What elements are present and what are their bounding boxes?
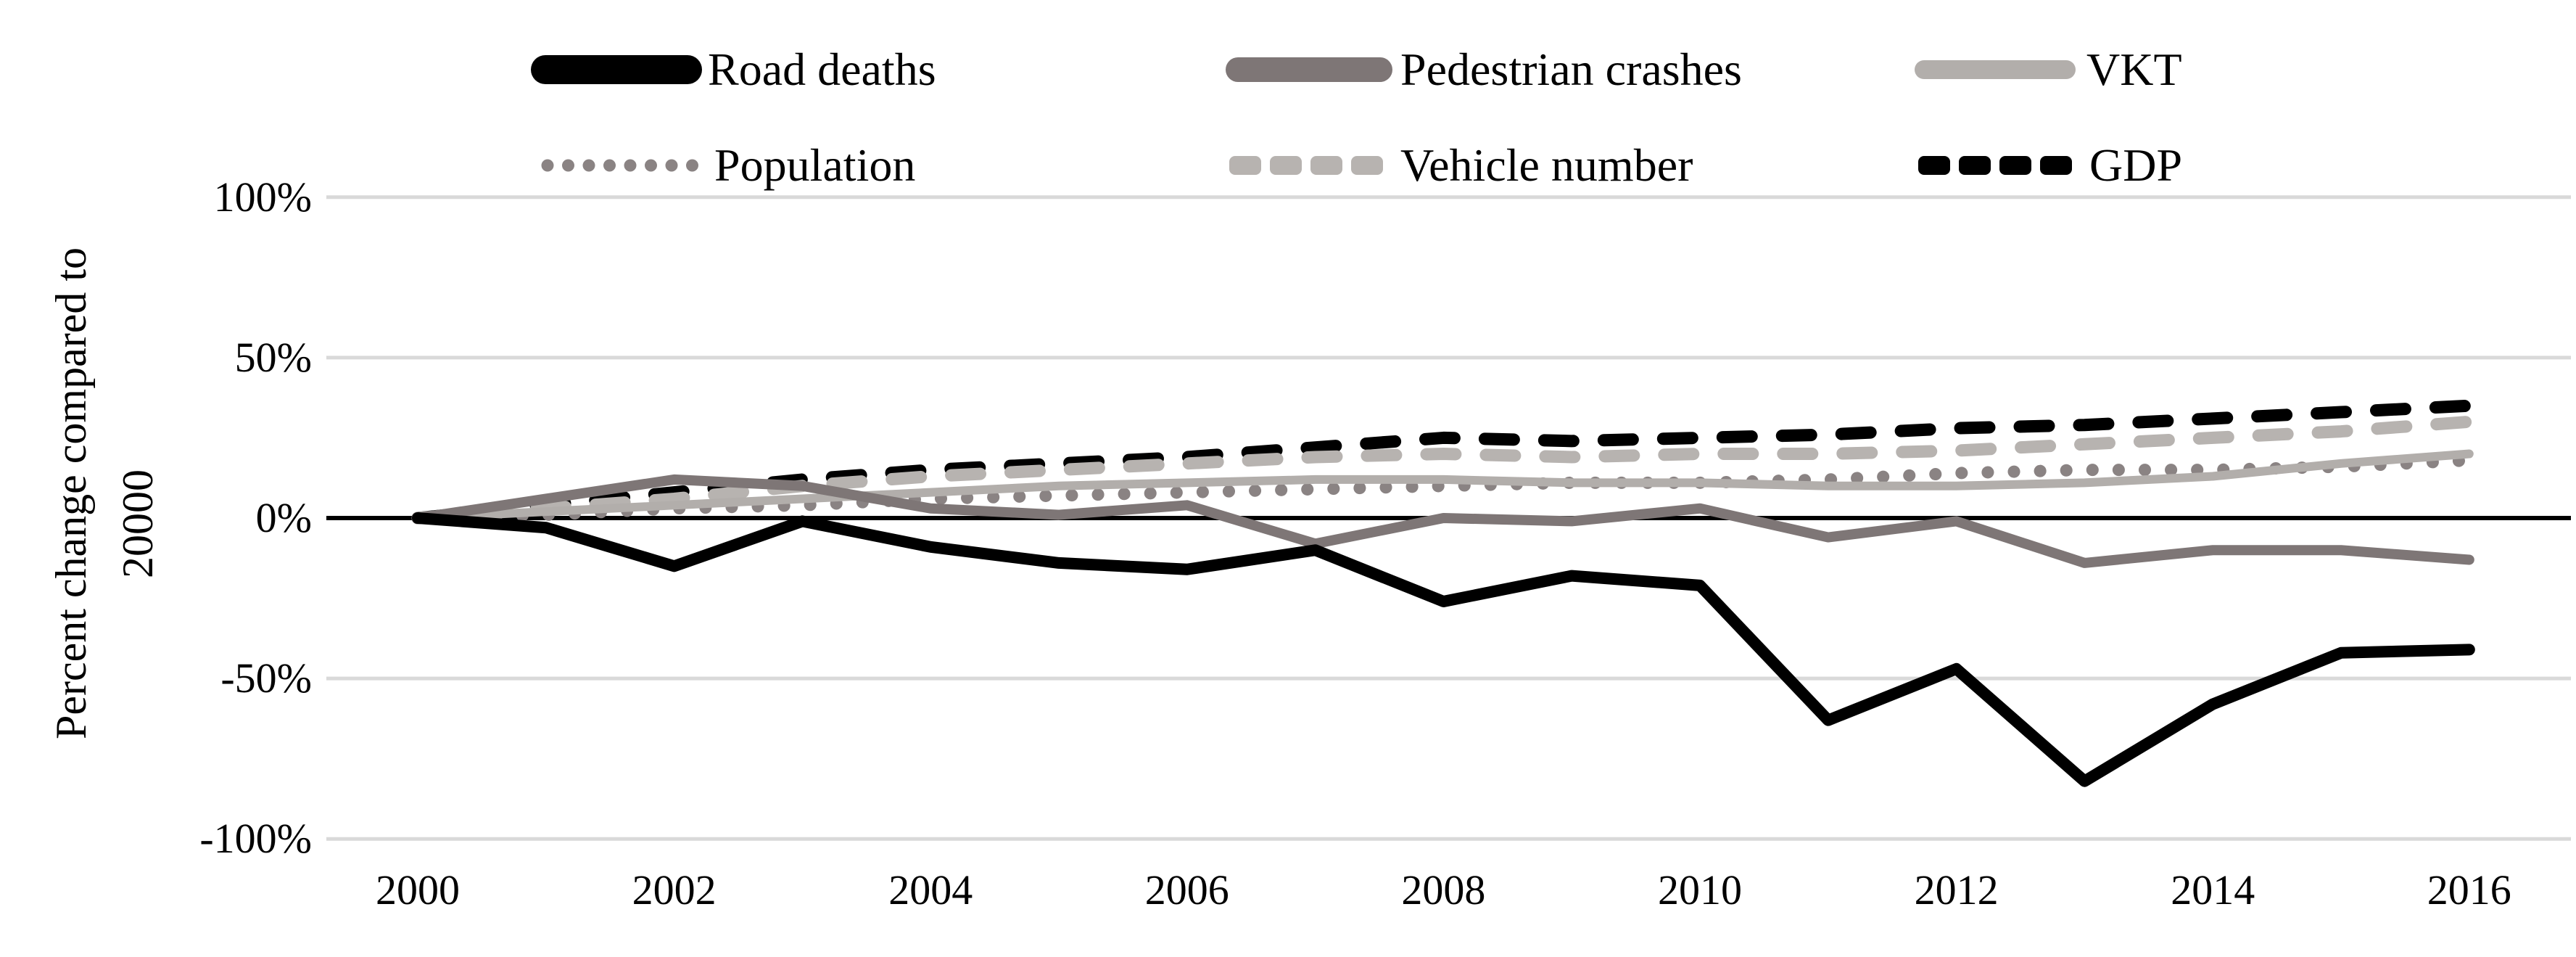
legend-item-pedestrian-crashes: Pedestrian crashes xyxy=(1222,42,1742,97)
legend-marker-solid-icon xyxy=(1226,57,1392,82)
y-axis-title-line1: Percent change compared to xyxy=(47,247,95,740)
x-tick-label: 2002 xyxy=(632,866,717,913)
y-tick-label: -100% xyxy=(199,815,312,863)
legend-label: Pedestrian crashes xyxy=(1400,44,1742,95)
legend-item-gdp: GDP xyxy=(1911,138,2182,193)
y-tick-label: 0% xyxy=(255,494,312,541)
x-tick-label: 2006 xyxy=(1144,866,1229,913)
x-tick-label: 2000 xyxy=(376,866,460,913)
legend-item-road-deaths: Road deaths xyxy=(529,42,936,97)
x-tick-label: 2008 xyxy=(1401,866,1486,913)
legend-marker-dashed-icon xyxy=(1229,156,1383,175)
legend-label: VKT xyxy=(2086,44,2182,95)
legend-marker-solid-icon xyxy=(531,55,702,84)
series-line-pedestrian-crashes xyxy=(413,474,2474,568)
y-axis-title-line2: 20000 xyxy=(114,469,162,578)
x-tick-label: 2004 xyxy=(888,866,973,913)
legend-marker-dashed-icon xyxy=(1918,156,2072,175)
legend-marker-solid-icon xyxy=(1915,60,2076,79)
legend-item-population: Population xyxy=(536,138,915,193)
series-line-population xyxy=(411,453,2476,525)
legend-label: Vehicle number xyxy=(1400,139,1693,191)
x-tick-label: 2012 xyxy=(1914,866,1999,913)
legend-item-vehicle-number: Vehicle number xyxy=(1222,138,1693,193)
x-tick-label: 2010 xyxy=(1658,866,1742,913)
series-line-vehicle-number xyxy=(411,415,2476,525)
legend-label: Road deaths xyxy=(708,44,936,95)
series-line-gdp xyxy=(411,399,2476,525)
legend-label: GDP xyxy=(2089,139,2183,191)
legend-label: Population xyxy=(714,139,916,191)
y-tick-label: 50% xyxy=(234,333,312,381)
y-tick-label: -50% xyxy=(220,654,312,702)
legend-marker-dotted-icon xyxy=(541,159,698,172)
x-tick-label: 2014 xyxy=(2171,866,2255,913)
y-tick-label: 100% xyxy=(213,173,312,221)
series-line-road-deaths xyxy=(412,512,2475,787)
series-line-vkt xyxy=(413,449,2474,522)
x-tick-label: 2016 xyxy=(2427,866,2511,913)
legend-item-vkt: VKT xyxy=(1908,42,2182,97)
